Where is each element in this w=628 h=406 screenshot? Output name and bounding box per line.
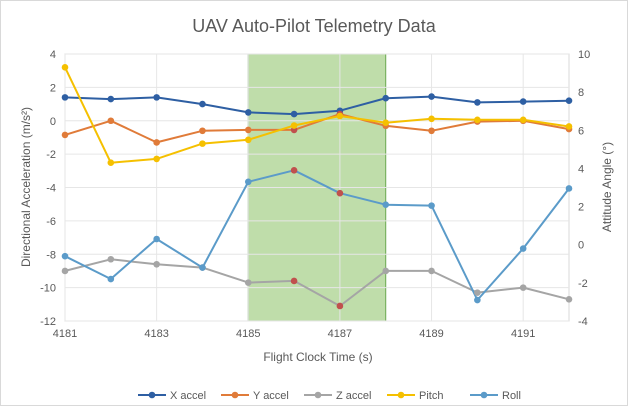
roll-point — [519, 245, 527, 252]
y-accel-point — [107, 117, 115, 125]
x-accel-point — [519, 98, 527, 105]
z-accel-point — [244, 279, 252, 286]
z-accel-point — [153, 260, 160, 268]
z-accel-point — [474, 289, 481, 296]
pitch-point — [382, 119, 390, 126]
pitch-point — [428, 115, 435, 123]
x-accel-point — [153, 94, 160, 101]
y-left-tick-label: 2 — [50, 82, 56, 94]
pitch-legend-label: Pitch — [419, 390, 443, 402]
y-left-tick-label: -6 — [46, 216, 56, 228]
x-tick-label: 4183 — [144, 328, 168, 340]
roll-point — [382, 201, 390, 208]
pitch-point — [474, 116, 481, 124]
z-accel-point — [519, 284, 527, 291]
y-right-tick-label: 6 — [578, 125, 584, 137]
roll-point — [565, 185, 573, 192]
y-right-tick-label: -2 — [578, 278, 588, 290]
roll-point — [428, 202, 435, 209]
roll-point — [153, 235, 160, 243]
pitch-point — [519, 116, 527, 124]
pitch-point — [290, 122, 298, 129]
y-accel-point — [199, 127, 206, 135]
x-accel-point — [199, 100, 206, 108]
z-accel-point — [107, 255, 115, 263]
x-accel-point — [428, 93, 435, 100]
y-accel-point — [61, 131, 69, 139]
y-left-tick-label: -4 — [46, 183, 56, 195]
z-accel-point — [61, 267, 69, 275]
y-right-tick-label: 10 — [578, 49, 590, 61]
x-accel-point — [290, 110, 298, 118]
x-axis-title: Flight Clock Time (s) — [263, 350, 372, 364]
x-accel-point — [474, 99, 481, 106]
pitch-point — [61, 64, 69, 71]
y-right-tick-label: -4 — [578, 316, 588, 328]
pitch-point — [336, 112, 344, 120]
roll-point — [336, 189, 344, 197]
x-tick-label: 4181 — [53, 328, 77, 340]
x-accel-point — [107, 95, 115, 103]
y-left-tick-label: 4 — [50, 49, 56, 61]
x-accel-point — [382, 94, 390, 102]
chart-title: UAV Auto-Pilot Telemetry Data — [192, 16, 436, 36]
x-accel-point — [244, 109, 252, 116]
y-left-tick-label: -2 — [46, 149, 56, 161]
roll-series-line — [64, 169, 570, 301]
roll-legend-marker — [480, 391, 488, 399]
x-accel-point — [565, 97, 573, 105]
roll-point — [244, 178, 252, 186]
pitch-point — [153, 155, 160, 163]
y-accel-point — [153, 139, 160, 146]
y-accel-series-line — [64, 113, 570, 144]
roll-point — [290, 167, 298, 174]
pitch-point — [107, 159, 115, 167]
z-accel-legend-marker — [314, 391, 322, 399]
y-right-tick-label: 0 — [578, 240, 584, 252]
x-accel-series-line — [64, 95, 570, 116]
x-accel-legend-label: X accel — [170, 390, 206, 402]
y-right-tick-label: 2 — [578, 202, 584, 214]
y-accel-legend-label: Y accel — [253, 390, 289, 402]
y-left-tick-label: -8 — [46, 249, 56, 261]
z-accel-point — [336, 302, 344, 310]
y-accel-point — [244, 126, 252, 134]
y-right-tick-label: 8 — [578, 87, 584, 99]
x-tick-label: 4187 — [328, 328, 352, 340]
pitch-point — [199, 140, 206, 147]
pitch-legend-marker — [397, 391, 405, 399]
z-accel-legend-label: Z accel — [336, 390, 371, 402]
z-accel-point — [565, 296, 573, 303]
z-accel-point — [290, 277, 298, 285]
x-accel-point — [61, 94, 69, 101]
y-accel-legend-marker — [231, 391, 239, 399]
pitch-point — [565, 123, 573, 130]
y-accel-point — [428, 127, 435, 135]
x-accel-legend-marker — [148, 391, 156, 399]
y-right-tick-label: 4 — [578, 163, 584, 175]
legend: X accel Y accel Z accel Pitch Roll — [138, 390, 521, 402]
roll-point — [474, 296, 481, 304]
y-axis-right-title: Attitude Angle (°) — [600, 142, 614, 232]
pitch-point — [244, 136, 252, 144]
y-left-tick-label: -12 — [40, 316, 56, 328]
x-tick-label: 4185 — [236, 328, 260, 340]
roll-point — [199, 264, 206, 271]
z-accel-point — [428, 267, 435, 275]
roll-point — [61, 252, 69, 260]
roll-legend-label: Roll — [502, 390, 521, 402]
x-tick-label: 4189 — [419, 328, 443, 340]
y-left-tick-label: -10 — [40, 283, 56, 295]
y-left-tick-label: 0 — [50, 116, 56, 128]
pitch-series-line — [64, 66, 570, 164]
z-accel-point — [382, 267, 390, 275]
roll-point — [107, 275, 115, 283]
x-tick-label: 4191 — [511, 328, 535, 340]
y-axis-left-title: Directional Acceleration (m/s²) — [19, 107, 33, 267]
